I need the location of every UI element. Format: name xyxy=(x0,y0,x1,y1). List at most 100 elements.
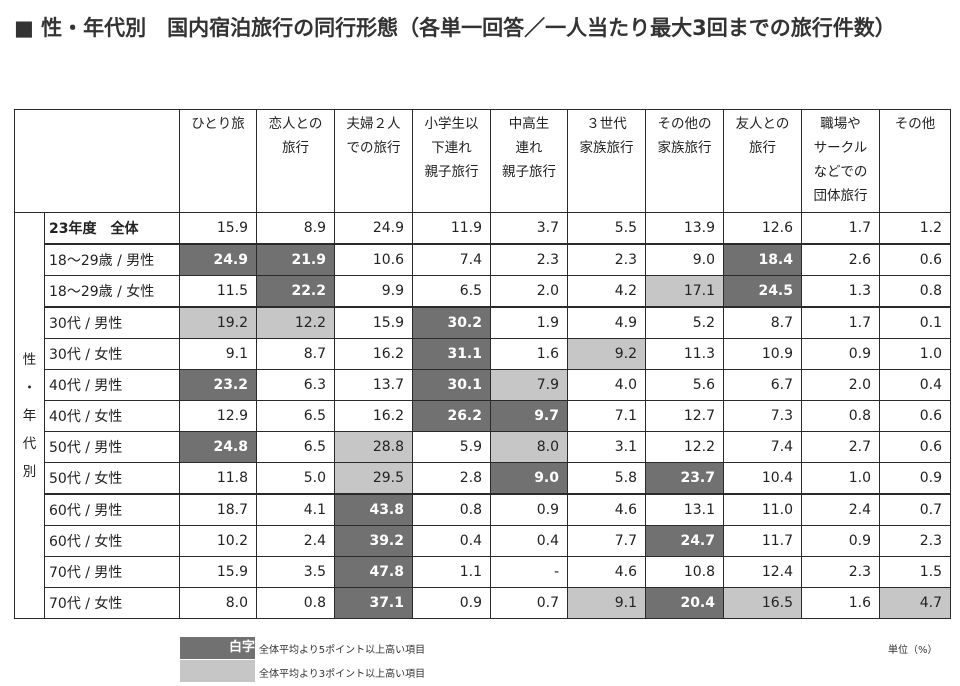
side-label-char: ・ xyxy=(22,379,37,396)
table-cell: 26.2 xyxy=(412,400,491,432)
table-cell: 0.4 xyxy=(412,525,491,557)
table-row: 30代 / 女性 9.1 8.7 16.2 31.1 1.6 9.2 11.3 10.9 0.9 1… xyxy=(15,338,951,370)
table-cell: 37.1 xyxy=(334,587,413,619)
row-label: 60代 / 男性 xyxy=(44,493,180,526)
table-cell: 6.7 xyxy=(723,369,802,401)
table-cell: 1.0 xyxy=(879,338,951,370)
table-cell: 0.9 xyxy=(801,338,880,370)
table-cell: 5.8 xyxy=(567,462,646,495)
total-cell: 1.7 xyxy=(801,212,880,245)
table-cell: 7.1 xyxy=(567,400,646,432)
table-cell: 7.4 xyxy=(412,243,491,276)
total-cell: 3.7 xyxy=(490,212,568,245)
row-label: 60代 / 女性 xyxy=(44,525,180,557)
table-cell: 0.8 xyxy=(412,493,491,526)
table-row: 70代 / 男性 15.9 3.5 47.8 1.1-4.6 10.8 12.4 2.3 1.5 xyxy=(15,556,951,588)
total-cell: 11.9 xyxy=(412,212,491,245)
table-cell: 11.7 xyxy=(723,525,802,557)
page-title: ■ 性・年代別 国内宿泊旅行の同行形態（各単一回答／一人当たり最大3回までの旅行… xyxy=(14,16,896,40)
column-header-line: 家族旅行 xyxy=(579,140,634,156)
row-label: 70代 / 女性 xyxy=(44,587,180,619)
table-cell: 11.5 xyxy=(179,275,257,308)
table-row: 60代 / 女性 10.2 2.4 39.2 0.4 0.4 7.7 24.7 11.7 0.9 2… xyxy=(15,525,951,557)
table-cell: 0.4 xyxy=(879,369,951,401)
table-row: 18～29歳 / 女性 11.5 22.2 9.9 6.5 2.0 4.2 17.1 24.5 1… xyxy=(14,275,951,308)
table-cell: 39.2 xyxy=(334,525,413,557)
table-cell: 20.4 xyxy=(645,587,724,619)
table-cell: 16.2 xyxy=(334,400,413,432)
table-row: 70代 / 女性 8.0 0.8 37.1 0.9 0.7 9.1 20.4 16.5 1.6 4.… xyxy=(15,587,951,619)
table-cell: 15.9 xyxy=(179,556,257,588)
table-cell: 1.6 xyxy=(490,338,568,370)
table-cell: 0.6 xyxy=(879,243,951,276)
table-body: 性・年代別 23年度 全体 15.9 8.9 24.9 11.9 3.7 5.5 13.9 1… xyxy=(14,212,951,619)
table-cell: 0.7 xyxy=(490,587,568,619)
table-cell: 43.8 xyxy=(334,493,413,526)
row-label: 50代 / 女性 xyxy=(44,462,180,495)
column-header-line: ３世代 xyxy=(586,116,627,132)
table-cell: 0.9 xyxy=(801,525,880,557)
table-cell: 4.9 xyxy=(567,306,646,339)
column-header-line: 友人との xyxy=(735,116,790,132)
table-row: 60代 / 男性 18.7 4.1 43.8 0.8 0.9 4.6 13.1 11.0 2.4 0… xyxy=(15,493,951,526)
column-header-line: などでの xyxy=(813,164,868,180)
table-cell: 4.0 xyxy=(567,369,646,401)
table-cell: 1.0 xyxy=(801,462,880,495)
table-cell: 2.3 xyxy=(490,243,568,276)
table-cell: 47.8 xyxy=(334,556,413,588)
table-cell: 10.2 xyxy=(179,525,257,557)
row-label: 70代 / 男性 xyxy=(44,556,180,588)
table-cell: 9.1 xyxy=(567,587,646,619)
table-cell: 5.6 xyxy=(645,369,724,401)
table-row: 40代 / 女性 12.9 6.5 16.2 26.2 9.7 7.1 12.7 7.3 0.8 0… xyxy=(15,400,951,432)
total-cell: 12.6 xyxy=(723,212,802,245)
table-cell: 1.9 xyxy=(490,306,568,339)
column-header-line: 職場や xyxy=(820,116,861,132)
column-header: 中高生 連れ 親子旅行 xyxy=(490,109,568,213)
table-cell: 4.6 xyxy=(567,493,646,526)
table-cell: 16.5 xyxy=(723,587,802,619)
table-cell: 30.1 xyxy=(412,369,491,401)
companion-type-table: ひとり旅 恋人との 旅行 夫婦２人 での旅行 小学生以 下連れ 親子旅行 中高生 連れ 親子旅行 ３世… xyxy=(14,109,951,619)
table-cell: 9.1 xyxy=(179,338,257,370)
table-cell: 3.5 xyxy=(256,556,335,588)
table-cell: 8.0 xyxy=(179,587,257,619)
table-cell: - xyxy=(490,556,568,588)
table-cell: 7.4 xyxy=(723,431,802,463)
table-cell: 2.8 xyxy=(412,462,491,495)
table-row: 40代 / 男性 23.2 6.3 13.7 30.1 7.9 4.0 5.6 6.7 2.0 0.… xyxy=(15,369,951,401)
table-cell: 0.6 xyxy=(879,400,951,432)
table-cell: 23.2 xyxy=(179,369,257,401)
row-label: 18～29歳 / 女性 xyxy=(44,275,180,308)
row-label: 40代 / 女性 xyxy=(44,400,180,432)
table-row: 50代 / 男性 24.8 6.5 28.8 5.9 8.0 3.1 12.2 7.4 2.7 0.… xyxy=(15,431,951,463)
table-cell: 12.7 xyxy=(645,400,724,432)
side-label: 性・年代別 xyxy=(14,212,45,619)
table-cell: 8.0 xyxy=(490,431,568,463)
table-cell: 1.1 xyxy=(412,556,491,588)
column-header: ひとり旅 xyxy=(179,109,257,213)
legend-dark-text: 全体平均より5ポイント以上高い項目 xyxy=(259,645,426,656)
table-cell: 8.7 xyxy=(723,306,802,339)
row-label: 30代 / 女性 xyxy=(44,338,180,370)
side-label-char: 代 xyxy=(22,435,37,452)
table-cell: 2.3 xyxy=(801,556,880,588)
table-cell: 4.6 xyxy=(567,556,646,588)
table-cell: 24.5 xyxy=(723,275,802,308)
table-cell: 11.0 xyxy=(723,493,802,526)
row-label: 30代 / 男性 xyxy=(44,306,180,339)
legend-swatch-dark: 白字 xyxy=(180,637,255,659)
column-header: その他の 家族旅行 xyxy=(645,109,724,213)
table-cell: 3.1 xyxy=(567,431,646,463)
unit-label: 単位（%） xyxy=(888,645,938,656)
column-header-line: その他 xyxy=(894,116,936,132)
column-header: 職場や サークル などでの 団体旅行 xyxy=(801,109,880,213)
row-label: 18～29歳 / 男性 xyxy=(44,243,180,276)
table-cell: 13.7 xyxy=(334,369,413,401)
table-cell: 19.2 xyxy=(179,306,257,339)
row-label: 23年度 全体 xyxy=(44,212,180,245)
column-header-line: 親子旅行 xyxy=(502,164,556,180)
table-cell: 24.9 xyxy=(179,243,257,276)
table-cell: 0.1 xyxy=(879,306,951,339)
table-cell: 2.4 xyxy=(801,493,880,526)
